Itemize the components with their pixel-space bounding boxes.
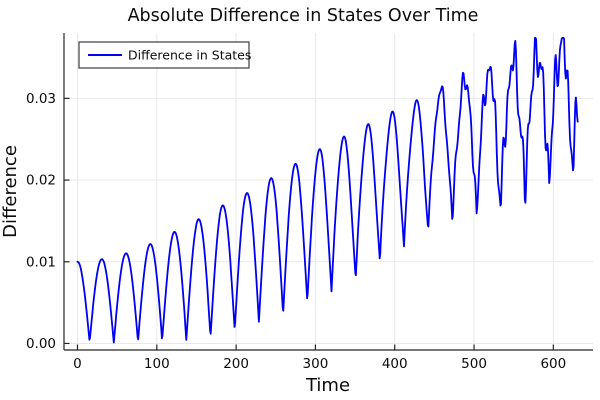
y-tick-label: 0.02: [26, 173, 56, 189]
grid-lines: [64, 33, 593, 350]
x-tick-label: 400: [382, 356, 408, 372]
difference-series-line: [76, 37, 579, 344]
y-tick-label: 0.03: [26, 91, 56, 107]
axis-spines: [63, 33, 593, 351]
axis-ticks: 0 100 200 300 400 500 600 0.00 0.01 0.02 0.03: [26, 91, 566, 372]
legend-box: Difference in States: [78, 41, 251, 69]
legend-entry-label: Difference in States: [128, 48, 251, 63]
x-tick-label: 0: [73, 356, 82, 372]
x-tick-label: 100: [144, 356, 170, 372]
y-tick-label: 0.00: [26, 336, 56, 352]
y-tick-label: 0.01: [26, 254, 56, 270]
x-tick-label: 500: [461, 356, 487, 372]
x-tick-label: 600: [540, 356, 566, 372]
y-axis-label: Difference: [0, 145, 21, 238]
chart-title: Absolute Difference in States Over Time: [128, 6, 479, 26]
x-tick-label: 300: [303, 356, 329, 372]
x-tick-label: 200: [223, 356, 249, 372]
x-axis-label: Time: [305, 375, 350, 396]
